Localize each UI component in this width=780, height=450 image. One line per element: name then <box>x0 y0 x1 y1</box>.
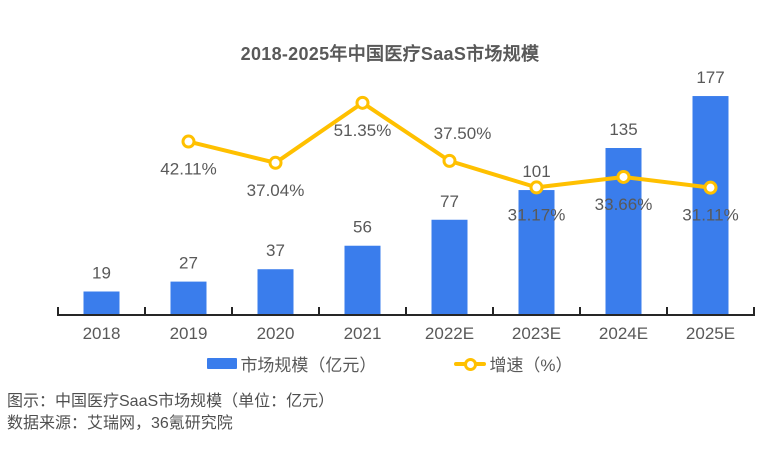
growth-value-label: 37.04% <box>247 181 305 200</box>
bar-value-label: 101 <box>522 162 550 181</box>
bar-value-label: 37 <box>266 241 285 260</box>
growth-value-label: 42.11% <box>160 160 216 179</box>
growth-marker <box>268 155 283 170</box>
x-axis-label: 2025E <box>686 324 735 343</box>
chart-title: 2018-2025年中国医疗SaaS市场规模 <box>240 44 540 64</box>
x-axis-label: 2019 <box>170 324 208 343</box>
bar-2023E <box>518 190 555 315</box>
x-axis-label: 2018 <box>83 324 121 343</box>
chart-canvas: 2018 2019 2020 2021 2022E 2023E 2024E 2025E 19 27… <box>57 68 755 343</box>
growth-marker <box>181 134 196 149</box>
growth-value-label: 37.50% <box>434 124 492 143</box>
legend-item-market-size: 市场规模（亿元） <box>207 351 376 376</box>
bar-value-label: 56 <box>353 218 372 237</box>
bar-value-label: 135 <box>609 120 637 139</box>
chart-legend: 市场规模（亿元） 增速（%） <box>0 351 780 376</box>
growth-value-label: 51.35% <box>334 121 392 140</box>
bar-2021 <box>344 245 381 315</box>
bar-2018 <box>83 291 120 315</box>
x-axis-label: 2022E <box>425 324 474 343</box>
growth-value-label: 31.17% <box>508 205 566 224</box>
legend-item-growth-rate: 增速（%） <box>454 351 573 376</box>
legend-label-market-size: 市场规模（亿元） <box>240 356 377 375</box>
bar-2019 <box>170 281 207 315</box>
growth-marker <box>355 95 370 110</box>
growth-marker <box>703 180 718 195</box>
bar-value-label: 177 <box>696 68 724 87</box>
bar-value-label: 27 <box>179 254 198 273</box>
bar-2022E <box>431 219 468 315</box>
growth-marker <box>442 153 457 168</box>
x-axis-label: 2023E <box>512 324 561 343</box>
growth-marker <box>529 180 544 195</box>
legend-label-growth-rate: 增速（%） <box>489 356 573 375</box>
bar-value-label: 19 <box>92 263 111 282</box>
bar-series-swatch-icon <box>207 358 238 369</box>
x-axis-label: 2021 <box>344 324 382 343</box>
bar-2025E <box>692 96 729 316</box>
growth-value-label: 31.11% <box>682 206 738 225</box>
figure-caption: 图示：中国医疗SaaS市场规模（单位：亿元） <box>7 393 335 410</box>
bar-value-label: 77 <box>440 192 459 211</box>
bar-2020 <box>257 269 294 315</box>
x-axis-label: 2024E <box>599 324 648 343</box>
growth-value-label: 33.66% <box>595 195 653 214</box>
line-series-swatch-icon <box>454 357 487 371</box>
x-axis-label: 2020 <box>257 324 295 343</box>
data-source-caption: 数据来源：艾瑞网，36氪研究院 <box>7 415 233 432</box>
growth-marker <box>616 169 631 184</box>
